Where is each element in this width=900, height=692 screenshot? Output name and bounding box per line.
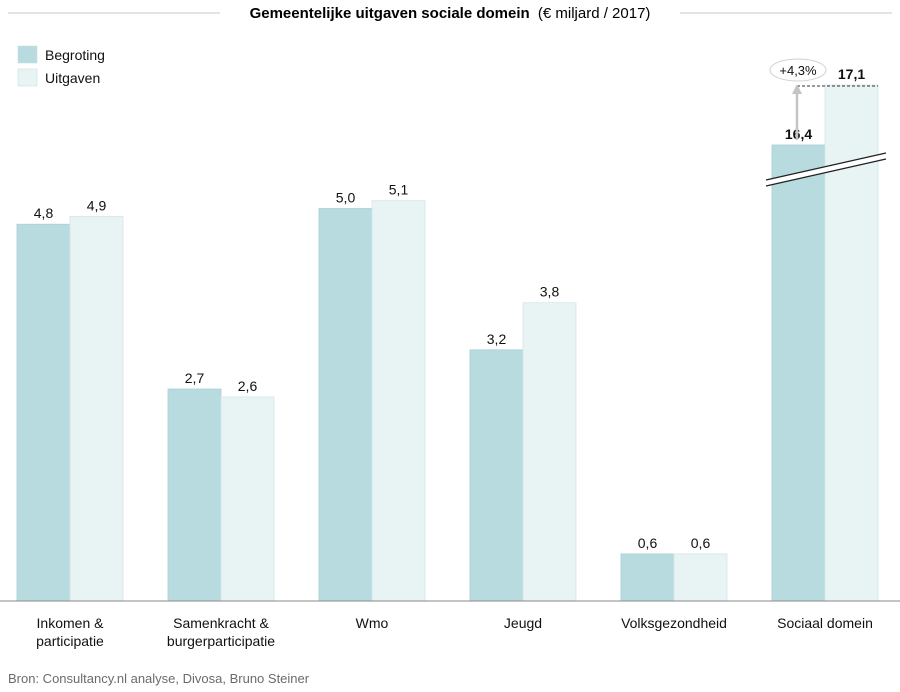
value-label-begroting-3: 3,2 bbox=[487, 331, 507, 347]
bar-begroting-5 bbox=[771, 144, 826, 602]
chart-title-unit: (€ miljard / 2017) bbox=[538, 5, 651, 22]
legend-swatch-uitgaven bbox=[17, 68, 38, 87]
legend-label-begroting: Begroting bbox=[45, 47, 105, 63]
value-label-begroting-1: 2,7 bbox=[185, 370, 205, 386]
axis-break-gap bbox=[766, 153, 886, 186]
annotation-arrowhead bbox=[792, 84, 802, 94]
value-labels: 4,8 4,9 2,7 2,6 5,0 5,1 3,2 3,8 0,6 0,6 16,4 17,1 bbox=[34, 66, 866, 551]
value-label-begroting-0: 4,8 bbox=[34, 205, 54, 221]
legend-swatch-begroting bbox=[17, 45, 38, 64]
axis-break-line-1 bbox=[765, 152, 887, 181]
growth-annotation: +4,3% bbox=[769, 58, 878, 140]
category-label-1: Samenkracht & burgerparticipatie bbox=[167, 615, 275, 649]
bar-uitgaven-4 bbox=[673, 553, 728, 602]
bar-uitgaven-1 bbox=[220, 396, 275, 602]
value-label-begroting-2: 5,0 bbox=[336, 190, 356, 206]
bar-begroting-0 bbox=[16, 223, 71, 602]
bar-uitgaven-0 bbox=[69, 215, 124, 602]
chart-title: Gemeentelijke uitgaven sociale domein (€… bbox=[250, 5, 651, 22]
source-note: Bron: Consultancy.nl analyse, Divosa, Br… bbox=[8, 671, 310, 686]
chart-title-main: Gemeentelijke uitgaven sociale domein bbox=[250, 5, 530, 22]
axis-break-line-2 bbox=[765, 158, 887, 187]
category-label-4: Volksgezondheid bbox=[621, 615, 727, 631]
value-label-begroting-5: 16,4 bbox=[785, 126, 812, 142]
bars bbox=[16, 84, 887, 602]
category-label-0: Inkomen & participatie bbox=[36, 615, 104, 649]
category-label-2: Wmo bbox=[356, 615, 389, 631]
value-label-begroting-4: 0,6 bbox=[638, 535, 658, 551]
annotation-text: +4,3% bbox=[779, 63, 817, 78]
bar-uitgaven-2 bbox=[371, 200, 426, 602]
category-label-3: Jeugd bbox=[504, 615, 542, 631]
category-labels: Inkomen & participatie Samenkracht & burger… bbox=[36, 615, 873, 649]
value-label-uitgaven-1: 2,6 bbox=[238, 378, 258, 394]
bar-uitgaven-3 bbox=[522, 302, 577, 602]
legend-label-uitgaven: Uitgaven bbox=[45, 70, 100, 86]
value-label-uitgaven-3: 3,8 bbox=[540, 284, 560, 300]
legend: Begroting Uitgaven bbox=[17, 45, 105, 87]
bar-begroting-4 bbox=[620, 553, 675, 602]
bar-begroting-2 bbox=[318, 208, 373, 602]
value-label-uitgaven-0: 4,9 bbox=[87, 197, 107, 213]
value-label-uitgaven-2: 5,1 bbox=[389, 182, 409, 198]
value-label-uitgaven-4: 0,6 bbox=[691, 535, 711, 551]
value-label-uitgaven-5: 17,1 bbox=[838, 66, 865, 82]
annotation-bubble bbox=[769, 58, 827, 82]
bar-begroting-3 bbox=[469, 349, 524, 602]
bar-begroting-1 bbox=[167, 388, 222, 602]
category-label-5: Sociaal domein bbox=[777, 615, 873, 631]
